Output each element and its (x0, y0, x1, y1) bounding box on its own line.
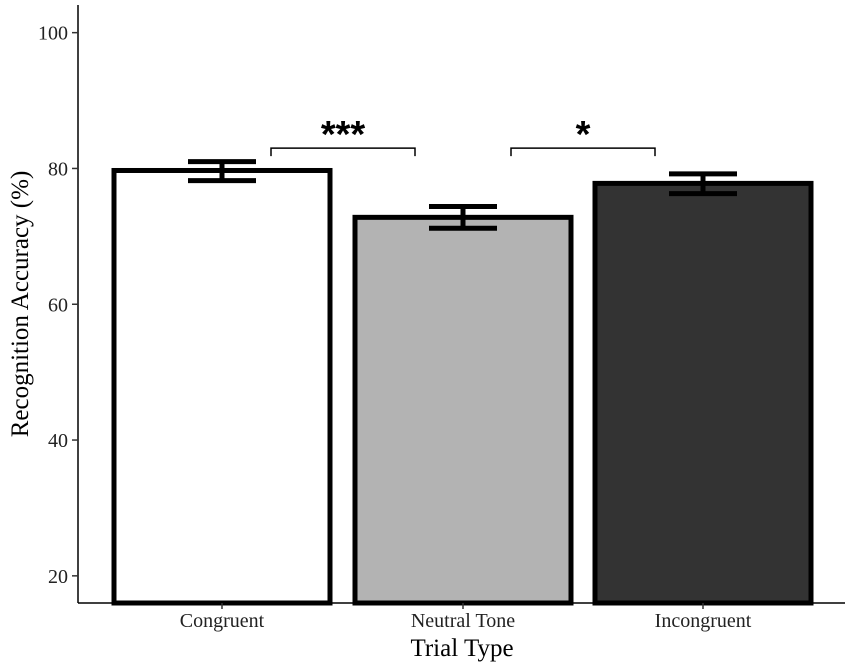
x-axis-title: Trial Type (410, 635, 513, 662)
x-tick-label-congruent: Congruent (180, 610, 265, 632)
x-tick-label-neutral-tone: Neutral Tone (411, 610, 515, 632)
y-tick-label-80: 80 (48, 158, 68, 180)
significance-bracket-1 (270, 147, 416, 157)
y-tick-label-20: 20 (48, 566, 68, 588)
x-tick-label-incongruent: Incongruent (655, 610, 752, 632)
y-tick-label-60: 60 (48, 294, 68, 316)
significance-annotations: *** * (270, 114, 656, 157)
significance-label-2: * (576, 114, 591, 156)
y-axis-title: Recognition Accuracy (%) (7, 171, 34, 438)
error-bars-layer (188, 159, 737, 231)
bar-congruent (111, 167, 333, 606)
significance-label-1: *** (321, 114, 366, 156)
bar-incongruent (592, 180, 814, 606)
significance-bracket-2 (510, 147, 656, 157)
bars-layer (111, 167, 814, 606)
y-tick-label-100: 100 (38, 23, 68, 45)
y-tick-label-40: 40 (48, 430, 68, 452)
y-ticks: 20 40 60 80 100 (38, 23, 78, 588)
bar-neutral-tone (352, 214, 574, 606)
x-ticks: Congruent Neutral Tone Incongruent (180, 603, 752, 632)
